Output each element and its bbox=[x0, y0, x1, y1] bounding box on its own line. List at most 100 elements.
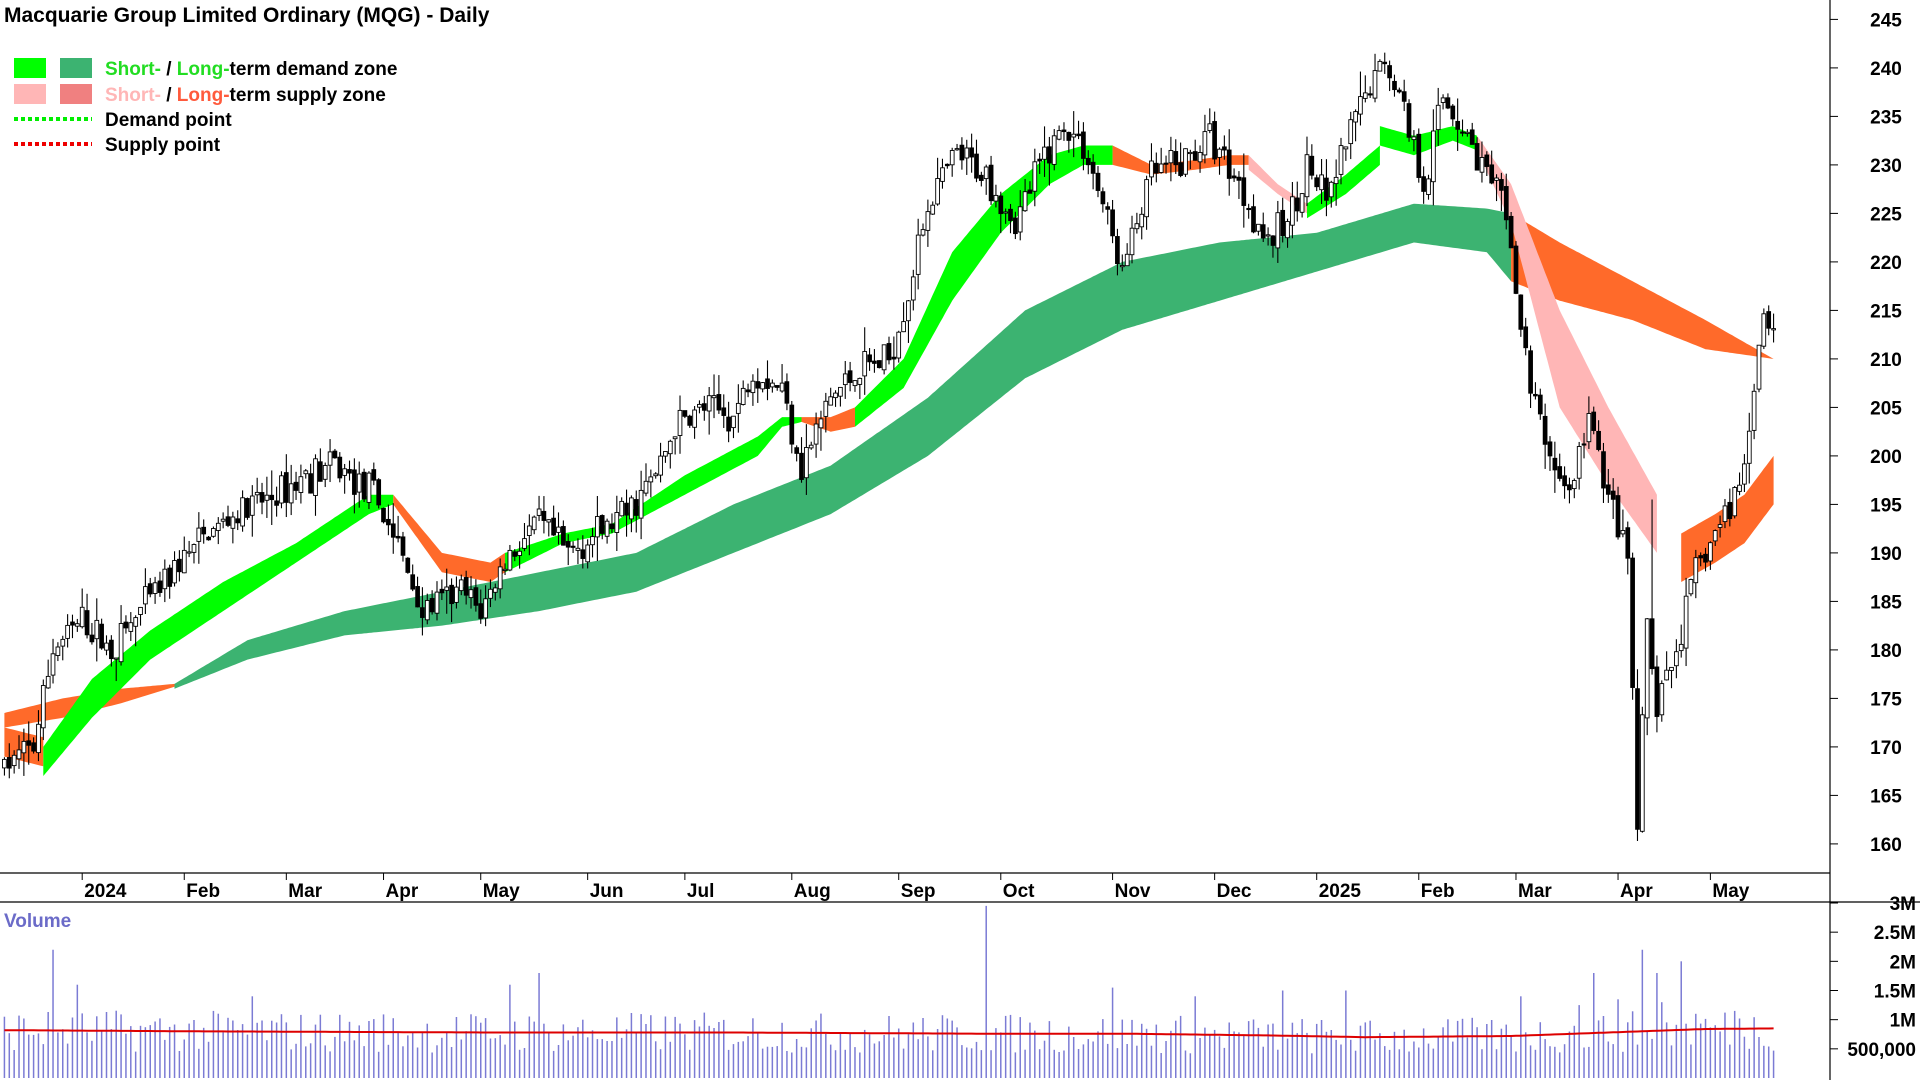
candle bbox=[94, 598, 100, 662]
candle bbox=[1722, 498, 1728, 529]
candle bbox=[60, 635, 66, 661]
candle bbox=[483, 585, 488, 627]
candle bbox=[1056, 125, 1062, 141]
time-tick-label: Apr bbox=[1620, 881, 1653, 902]
candle bbox=[901, 302, 906, 333]
candle bbox=[79, 588, 85, 629]
candle bbox=[109, 635, 114, 667]
candle bbox=[920, 223, 926, 237]
candle bbox=[99, 618, 104, 650]
candle bbox=[1674, 639, 1679, 679]
candle bbox=[356, 461, 362, 508]
candle bbox=[181, 536, 187, 574]
candle bbox=[740, 380, 746, 406]
candle bbox=[629, 495, 634, 533]
candle bbox=[1231, 168, 1237, 182]
candle bbox=[157, 571, 163, 597]
candle bbox=[1460, 119, 1465, 137]
candle bbox=[876, 360, 882, 369]
candle bbox=[1416, 128, 1422, 183]
candle bbox=[745, 383, 751, 398]
candle bbox=[1095, 166, 1101, 198]
candle bbox=[1455, 98, 1461, 151]
candle bbox=[760, 382, 765, 393]
candle bbox=[823, 392, 829, 433]
candle bbox=[619, 497, 625, 517]
candle bbox=[322, 462, 328, 488]
time-tick-label: Nov bbox=[1115, 881, 1151, 902]
candle bbox=[6, 743, 12, 779]
candle bbox=[1601, 442, 1606, 503]
candle bbox=[507, 544, 513, 572]
candle bbox=[123, 615, 129, 634]
candle bbox=[1756, 344, 1762, 393]
candle bbox=[254, 477, 260, 504]
candle bbox=[283, 454, 289, 518]
candle bbox=[1236, 171, 1242, 199]
candle bbox=[906, 300, 911, 343]
time-tick-label: 2024 bbox=[84, 881, 127, 902]
candle bbox=[959, 137, 965, 170]
candle bbox=[692, 406, 697, 439]
candle bbox=[624, 489, 629, 537]
candle bbox=[750, 374, 756, 406]
candle bbox=[1431, 109, 1436, 206]
candle bbox=[988, 155, 994, 205]
candle bbox=[731, 415, 736, 439]
candle bbox=[672, 436, 678, 455]
candle bbox=[779, 364, 785, 393]
candle bbox=[332, 448, 338, 459]
candle bbox=[288, 464, 294, 516]
candle bbox=[1465, 129, 1470, 137]
candle bbox=[1129, 215, 1135, 264]
price-tick-label: 165 bbox=[1870, 786, 1902, 807]
volume-average-line bbox=[4, 1027, 1774, 1039]
candle bbox=[206, 535, 211, 541]
candle bbox=[1469, 122, 1475, 145]
candle bbox=[556, 512, 561, 545]
candle bbox=[420, 587, 425, 636]
candle bbox=[1533, 382, 1538, 400]
candle bbox=[264, 476, 270, 518]
candle bbox=[1081, 122, 1086, 171]
candle bbox=[293, 471, 299, 500]
price-tick-label: 185 bbox=[1870, 592, 1902, 613]
candle bbox=[1445, 93, 1451, 110]
chart-title: Macquarie Group Limited Ordinary (MQG) -… bbox=[4, 4, 490, 27]
candle bbox=[833, 390, 838, 407]
legend-swatch-long bbox=[60, 84, 92, 104]
candle bbox=[1494, 174, 1499, 202]
candle bbox=[1013, 211, 1018, 240]
candle bbox=[1742, 454, 1747, 492]
candle bbox=[410, 564, 416, 592]
candle bbox=[1766, 305, 1772, 336]
candle bbox=[1343, 146, 1349, 161]
candle bbox=[1153, 152, 1159, 183]
candle bbox=[1134, 212, 1140, 234]
candle bbox=[522, 523, 527, 552]
candle bbox=[1639, 706, 1645, 833]
time-tick-label: Jun bbox=[590, 881, 624, 902]
candle bbox=[1717, 515, 1723, 538]
price-tick-label: 215 bbox=[1870, 301, 1902, 322]
short-term-demand-zone-5 bbox=[855, 145, 1113, 427]
candle bbox=[104, 635, 109, 656]
candle bbox=[1061, 122, 1067, 141]
candle bbox=[371, 462, 377, 486]
candle bbox=[872, 349, 877, 373]
candle bbox=[1576, 441, 1582, 490]
candle bbox=[580, 535, 586, 569]
candle bbox=[405, 557, 411, 574]
candle bbox=[590, 527, 595, 558]
candle bbox=[1144, 175, 1149, 230]
candle bbox=[89, 622, 95, 645]
candle bbox=[1348, 111, 1354, 160]
candle bbox=[1222, 135, 1227, 160]
candle bbox=[352, 458, 357, 514]
candle bbox=[1761, 308, 1767, 350]
candle bbox=[536, 495, 542, 522]
candle bbox=[925, 199, 931, 247]
candle bbox=[1212, 111, 1217, 165]
candle bbox=[497, 558, 503, 599]
candle bbox=[1173, 139, 1179, 174]
